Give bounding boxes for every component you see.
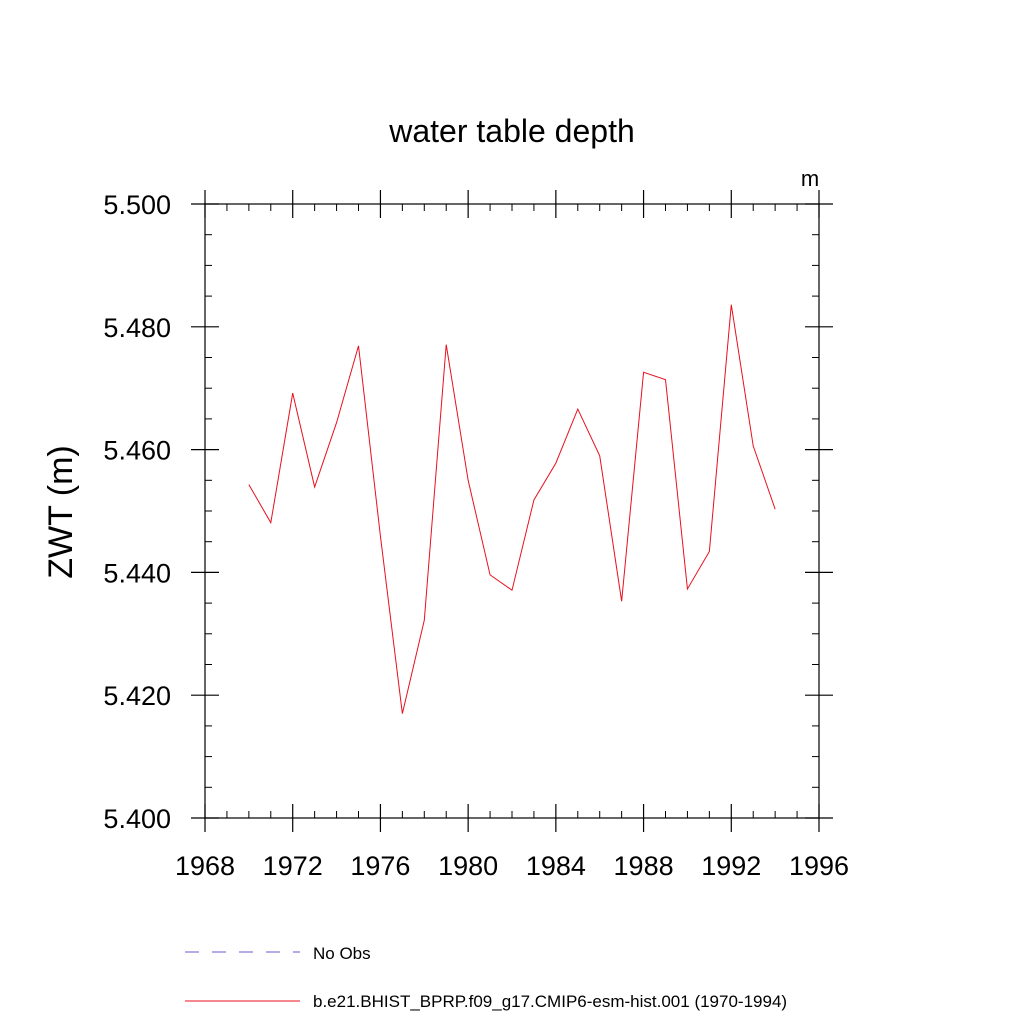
x-tick-label: 1968 [175,851,235,881]
x-tick-label: 1988 [614,851,674,881]
y-tick-label: 5.420 [103,681,171,711]
x-tick-label: 1992 [701,851,761,881]
y-tick-label: 5.500 [103,190,171,220]
series-line [248,304,776,714]
x-tick-label: 1996 [789,851,849,881]
series-group [248,304,776,714]
units-label: m [801,166,819,191]
y-axis-label: ZWT (m) [42,445,80,578]
major-ticks [191,190,833,832]
minor-ticks [205,204,819,818]
x-tick-label: 1976 [350,851,410,881]
y-tick-label: 5.460 [103,436,171,466]
y-tick-label: 5.440 [103,558,171,588]
x-tick-labels: 1968 1972 1976 1980 1984 1988 1992 1996 [175,851,849,881]
x-tick-label: 1972 [263,851,323,881]
legend-label-model: b.e21.BHIST_BPRP.f09_g17.CMIP6-esm-hist.… [313,992,787,1011]
x-tick-label: 1980 [438,851,498,881]
y-tick-label: 5.400 [103,804,171,834]
plot-frame [204,203,820,819]
chart-title: water table depth [388,113,635,149]
y-tick-label: 5.480 [103,313,171,343]
legend: No Obs b.e21.BHIST_BPRP.f09_g17.CMIP6-es… [185,944,787,1011]
y-tick-labels: 5.400 5.420 5.440 5.460 5.480 5.500 [103,190,171,834]
legend-label-no-obs: No Obs [313,944,371,963]
x-tick-label: 1984 [526,851,586,881]
